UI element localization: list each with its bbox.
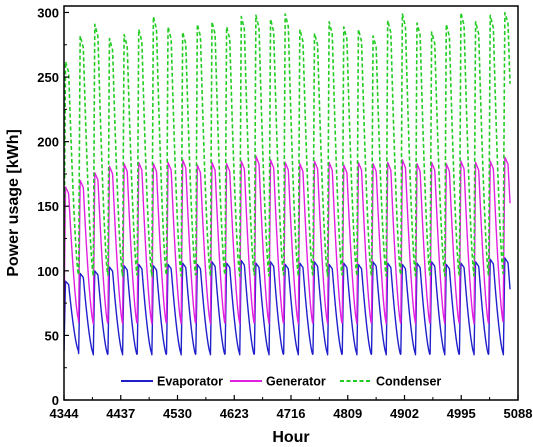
y-tick-label: 200 xyxy=(37,135,59,150)
x-axis: 4344 4437 4530 4623 4716 4809 4902 4995 5088 xyxy=(50,395,533,421)
series-line-evaporator xyxy=(64,257,511,356)
legend-label-evaporator: Evaporator xyxy=(157,375,223,389)
y-tick-label: 0 xyxy=(52,393,59,408)
series-line-generator xyxy=(64,155,511,325)
x-axis-title: Hour xyxy=(272,429,309,446)
legend-label-condenser: Condenser xyxy=(376,375,441,389)
x-tick-label: 4530 xyxy=(163,406,192,421)
y-tick-label: 50 xyxy=(45,328,59,343)
y-axis-title: Power usage [kWh] xyxy=(5,129,22,277)
plot-area xyxy=(63,5,519,401)
series-line-condenser xyxy=(64,11,511,277)
x-tick-label: 4344 xyxy=(50,406,80,421)
x-tick-label: 4809 xyxy=(333,406,362,421)
y-tick-label: 250 xyxy=(37,70,59,85)
legend-label-generator: Generator xyxy=(266,375,326,389)
x-tick-label: 4995 xyxy=(447,406,476,421)
x-tick-label: 4437 xyxy=(106,406,135,421)
y-tick-label: 100 xyxy=(37,264,59,279)
y-tick-label: 300 xyxy=(37,5,59,20)
series-layer xyxy=(64,11,511,356)
x-tick-label: 5088 xyxy=(504,406,533,421)
legend: Evaporator Generator Condenser xyxy=(121,375,441,389)
y-axis: 0 50 100 150 200 250 300 xyxy=(37,5,69,408)
x-tick-label: 4902 xyxy=(390,406,419,421)
y-tick-label: 150 xyxy=(37,199,59,214)
x-tick-label: 4716 xyxy=(277,406,306,421)
x-tick-label: 4623 xyxy=(220,406,249,421)
